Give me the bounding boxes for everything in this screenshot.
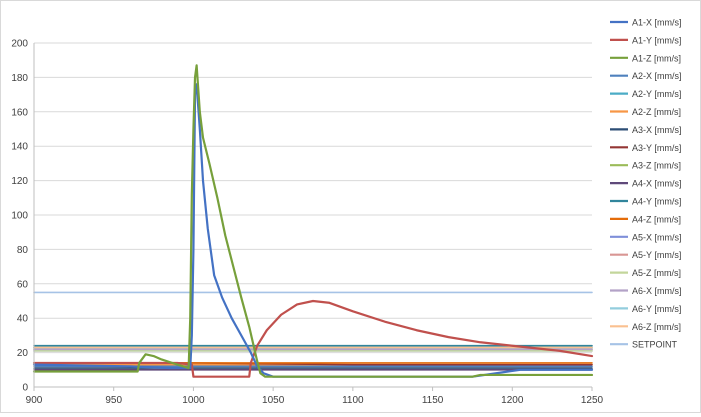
y-tick-label: 180 [11, 73, 28, 84]
legend-label: A3-Z [mm/s] [632, 161, 681, 171]
y-tick-label: 200 [11, 39, 28, 50]
legend-label: A2-X [mm/s] [632, 71, 682, 81]
legend-label: A6-Z [mm/s] [632, 322, 681, 332]
legend-label: A6-Y [mm/s] [632, 304, 681, 314]
legend-label: A5-Y [mm/s] [632, 250, 681, 260]
legend-label: A1-X [mm/s] [632, 18, 682, 28]
series-line-a1-x [32, 83, 594, 378]
y-tick-label: 80 [17, 245, 29, 256]
x-tick-label: 950 [105, 395, 122, 406]
legend-label: A3-X [mm/s] [632, 125, 682, 135]
series-line-a1-z [32, 64, 594, 378]
legend-label: A4-Z [mm/s] [632, 214, 681, 224]
y-tick-label: 60 [17, 279, 29, 290]
y-tick-label: 20 [17, 348, 29, 359]
x-tick-label: 1050 [262, 395, 285, 406]
y-axis: 0 20 40 60 80 100 120 140 160 180 200 [11, 39, 35, 394]
legend-label: A2-Z [mm/s] [632, 107, 681, 117]
series-line-a1-y [32, 299, 594, 378]
y-tick-label: 100 [11, 211, 28, 222]
gridlines [34, 42, 592, 388]
legend-label: A4-X [mm/s] [632, 179, 682, 189]
legend-label: A6-X [mm/s] [632, 286, 682, 296]
x-tick-label: 1200 [501, 395, 524, 406]
legend-label: SETPOINT [632, 340, 678, 350]
legend-label: A5-X [mm/s] [632, 232, 682, 242]
series-lines [32, 64, 594, 378]
x-tick-label: 1150 [422, 395, 444, 406]
y-tick-label: 160 [11, 107, 28, 118]
legend-label: A1-Z [mm/s] [632, 53, 681, 63]
x-axis: 900 950 1000 1050 1100 1150 1200 1250 [26, 386, 604, 406]
legend-label: A2-Y [mm/s] [632, 89, 681, 99]
x-tick-label: 1000 [182, 395, 205, 406]
y-tick-label: 140 [11, 142, 28, 153]
legend: A1-X [mm/s] A1-Y [mm/s] A1-Z [mm/s] A2-X [m… [610, 18, 682, 350]
x-tick-label: 1250 [581, 395, 604, 406]
y-tick-label: 0 [22, 383, 28, 394]
legend-label: A3-Y [mm/s] [632, 143, 681, 153]
y-tick-label: 120 [11, 176, 28, 187]
legend-label: A5-Z [mm/s] [632, 268, 681, 278]
x-tick-label: 1100 [342, 395, 364, 406]
y-tick-label: 40 [17, 314, 29, 325]
legend-label: A4-Y [mm/s] [632, 197, 681, 207]
x-tick-label: 900 [26, 395, 43, 406]
legend-label: A1-Y [mm/s] [632, 35, 681, 45]
